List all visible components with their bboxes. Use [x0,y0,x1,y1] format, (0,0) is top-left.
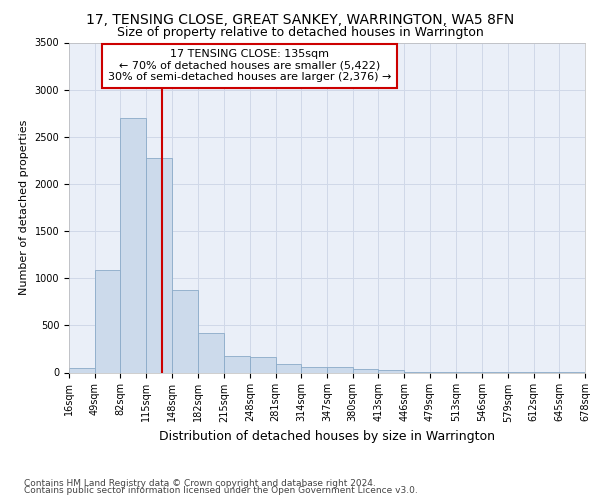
Bar [224,356,250,372]
Bar [250,357,275,372]
Text: Contains HM Land Registry data © Crown copyright and database right 2024.: Contains HM Land Registry data © Crown c… [24,478,376,488]
Bar [379,370,404,372]
Bar [172,290,199,372]
Text: 17, TENSING CLOSE, GREAT SANKEY, WARRINGTON, WA5 8FN: 17, TENSING CLOSE, GREAT SANKEY, WARRING… [86,12,514,26]
Bar [146,158,172,372]
Bar [69,368,95,372]
Bar [199,334,224,372]
Y-axis label: Number of detached properties: Number of detached properties [19,120,29,295]
Text: 17 TENSING CLOSE: 135sqm
← 70% of detached houses are smaller (5,422)
30% of sem: 17 TENSING CLOSE: 135sqm ← 70% of detach… [108,49,391,82]
Bar [121,118,146,372]
Text: Contains public sector information licensed under the Open Government Licence v3: Contains public sector information licen… [24,486,418,495]
Bar [301,367,327,372]
X-axis label: Distribution of detached houses by size in Warrington: Distribution of detached houses by size … [159,430,495,443]
Bar [275,364,301,372]
Bar [327,368,353,372]
Text: Size of property relative to detached houses in Warrington: Size of property relative to detached ho… [116,26,484,39]
Bar [95,270,121,372]
Bar [353,369,379,372]
